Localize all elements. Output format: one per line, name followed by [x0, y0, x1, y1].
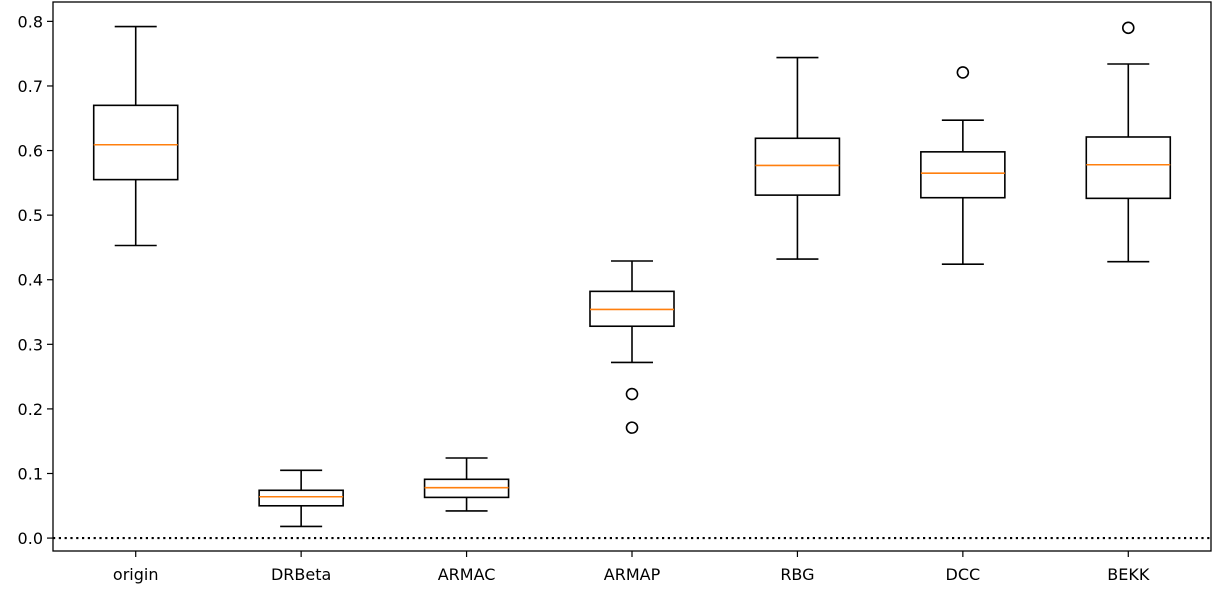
box-body — [920, 151, 1006, 199]
box-RBG — [754, 56, 841, 260]
y-tick-label: 0.3 — [18, 335, 43, 354]
box-DRBeta — [258, 469, 344, 528]
box-body — [1085, 136, 1172, 200]
y-tick-label: 0.1 — [18, 464, 43, 483]
x-tick-label: ARMAC — [438, 565, 496, 584]
y-axis-ticks: 0.0 0.1 0.2 0.3 0.4 0.5 0.6 0.7 0.8 — [18, 12, 53, 548]
outlier-point — [625, 387, 639, 401]
box-body — [258, 489, 344, 507]
box-BEKK — [1085, 21, 1172, 263]
y-tick-label: 0.6 — [18, 142, 43, 161]
y-tick-label: 0.0 — [18, 529, 43, 548]
box-origin — [92, 25, 179, 247]
axes-frame — [52, 1, 1212, 552]
y-tick-label: 0.5 — [18, 206, 43, 225]
outlier-point — [625, 421, 639, 434]
x-tick-label: origin — [113, 565, 159, 584]
y-tick-label: 0.8 — [18, 12, 43, 31]
x-tick-label: BEKK — [1107, 565, 1150, 584]
box-body — [92, 104, 179, 181]
x-tick-label: RBG — [780, 565, 814, 584]
y-tick-label: 0.7 — [18, 77, 43, 96]
box-DCC — [920, 66, 1006, 266]
x-tick-label: DCC — [946, 565, 981, 584]
box-ARMAP — [589, 260, 675, 434]
x-tick-label: DRBeta — [271, 565, 331, 584]
x-axis-ticks: origin DRBeta ARMAC ARMAP RBG DCC BEKK — [113, 551, 1150, 584]
outlier-point — [1121, 21, 1135, 35]
box-ARMAC — [423, 457, 510, 512]
outlier-point — [956, 66, 970, 79]
x-tick-label: ARMAP — [604, 565, 661, 584]
box-body — [754, 137, 841, 196]
y-tick-label: 0.2 — [18, 400, 43, 419]
y-tick-label: 0.4 — [18, 271, 43, 290]
plot-area — [53, 21, 1211, 540]
